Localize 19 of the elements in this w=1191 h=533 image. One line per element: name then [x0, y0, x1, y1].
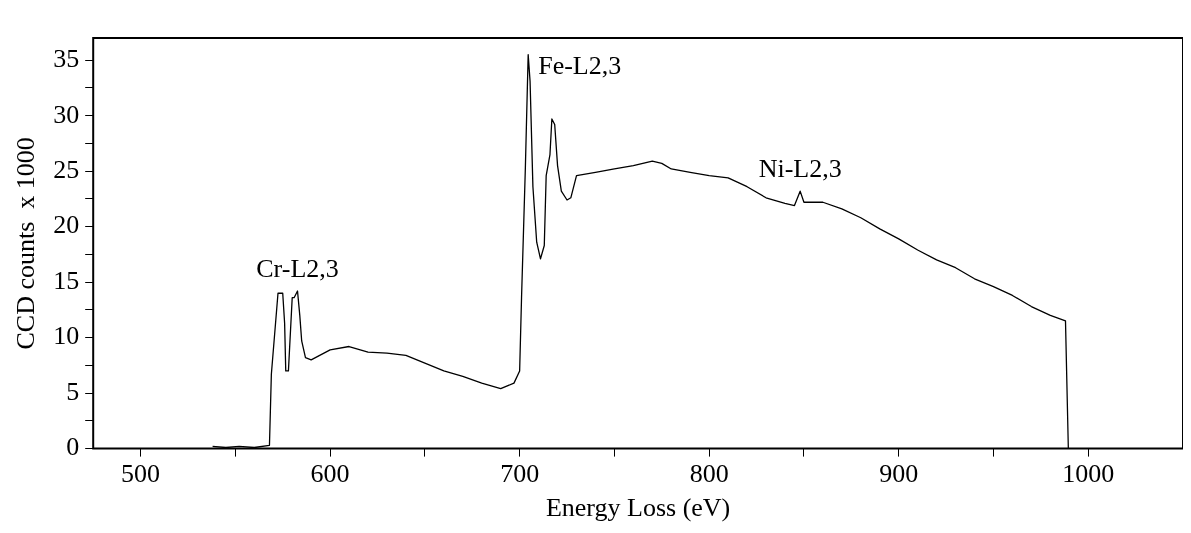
- x-tick-label: 1000: [1062, 459, 1115, 489]
- y-tick-label: 30: [53, 99, 80, 129]
- y-tick-label: 25: [53, 155, 80, 184]
- x-tick-label: 700: [500, 459, 540, 489]
- x-axis-title: Energy Loss (eV): [545, 493, 731, 523]
- y-tick-label: 5: [66, 376, 80, 406]
- y-tick-label: 10: [53, 321, 80, 351]
- annotation: Fe-L2,3: [538, 51, 622, 81]
- x-tick-label: 900: [879, 459, 919, 489]
- y-axis-title: CCD counts x 1000: [11, 137, 41, 350]
- x-tick-label: 800: [689, 459, 729, 489]
- y-tick-label: 35: [53, 44, 80, 74]
- annotation: Cr-L2,3: [256, 253, 339, 283]
- x-tick-label: 600: [310, 459, 350, 489]
- annotation: Ni-L2,3: [758, 153, 842, 183]
- y-tick-label: 15: [53, 265, 80, 295]
- y-tick-label: 0: [66, 432, 80, 462]
- x-tick-label: 500: [121, 459, 161, 489]
- y-tick-label: 20: [53, 210, 80, 240]
